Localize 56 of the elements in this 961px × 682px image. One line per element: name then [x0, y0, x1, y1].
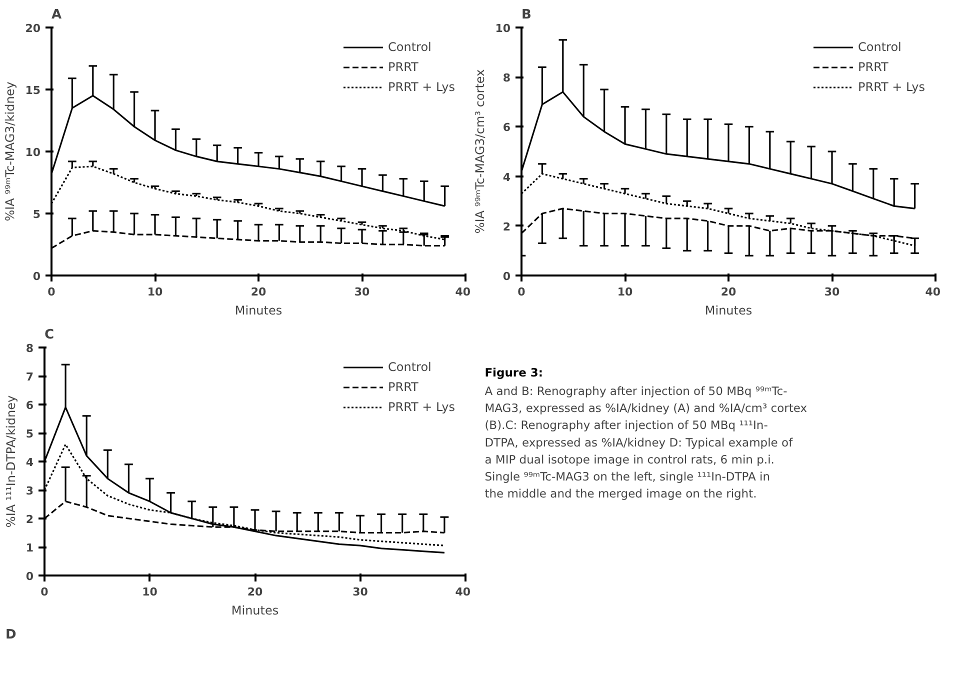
- x-tick-label: 10: [617, 286, 633, 298]
- y-tick-label: 1: [26, 542, 34, 554]
- y-tick-label: 8: [502, 72, 510, 85]
- x-tick-label: 0: [518, 286, 526, 298]
- y-tick-label: 6: [502, 121, 511, 134]
- chart-title: A: [52, 8, 62, 22]
- legend-label: PRRT + Lys: [858, 80, 925, 94]
- x-tick-label: 30: [824, 286, 840, 298]
- y-tick-label: 5: [32, 208, 40, 221]
- text: Figure 3:: [484, 366, 543, 380]
- y-tick-label: 10: [495, 22, 511, 35]
- legend-label: PRRT: [388, 380, 418, 394]
- y-tick-label: 5: [26, 428, 34, 440]
- legend-label: PRRT: [858, 60, 888, 74]
- y-tick-label: 2: [502, 220, 510, 234]
- y-axis-title: %IA ⁹⁹ᵐTc-MAG3/kidney: [3, 82, 18, 222]
- y-tick-label: 15: [25, 84, 41, 97]
- y-tick-label: 6: [26, 399, 34, 412]
- y-tick-label: 0: [502, 270, 511, 283]
- x-tick-label: 10: [142, 586, 158, 598]
- y-tick-label: 8: [26, 342, 34, 355]
- x-tick-label: 40: [455, 286, 471, 298]
- x-axis-title: Minutes: [234, 304, 282, 318]
- y-tick-label: 7: [26, 370, 34, 384]
- y-axis-title: %IA ⁹⁹ᵐTc-MAG3/cm³ cortex: [473, 69, 488, 234]
- x-tick-label: 20: [247, 586, 263, 598]
- y-tick-label: 3: [26, 484, 34, 498]
- legend-label: PRRT: [388, 60, 418, 74]
- legend-label: Control: [388, 360, 432, 374]
- y-tick-label: 0: [32, 270, 41, 283]
- x-tick-label: 20: [250, 286, 266, 298]
- text: A and B: Renography after injection of 50 MBq ⁹⁹ᵐTc-MAG3, expressed as %IA/kidney (A) and %IA/cm³ cortex (B).C: Renography after injection of 50 MBq ¹¹¹In-DTPA, expressed as %IA/kidney D: Typical example of a MIP dual isotope image in control rats, 6 min p.i. Single ⁹⁹ᵐTc-MAG3 on the left, single ¹¹¹In-DTPA in the middle and the merged image on the right.: [484, 384, 808, 501]
- x-tick-label: 0: [48, 286, 56, 298]
- y-tick-label: 0: [26, 570, 34, 583]
- x-tick-label: 10: [147, 286, 163, 298]
- legend-label: PRRT + Lys: [388, 80, 455, 94]
- y-axis-title: %IA ¹¹¹In-DTPA/kidney: [4, 395, 18, 528]
- legend-label: PRRT + Lys: [388, 400, 455, 414]
- chart-title: B: [522, 8, 532, 22]
- x-tick-label: 40: [455, 586, 471, 598]
- x-tick-label: 30: [354, 286, 370, 298]
- y-tick-label: 10: [25, 146, 41, 159]
- x-tick-label: 40: [925, 286, 941, 298]
- legend-label: Control: [858, 40, 902, 54]
- y-tick-label: 4: [26, 456, 34, 469]
- chart-title: C: [44, 328, 54, 342]
- x-tick-label: 30: [352, 586, 368, 598]
- text: D: [6, 628, 16, 642]
- x-tick-label: 20: [720, 286, 736, 298]
- y-tick-label: 4: [502, 170, 511, 184]
- x-axis-title: Minutes: [704, 304, 752, 318]
- x-axis-title: Minutes: [231, 604, 279, 618]
- x-tick-label: 0: [40, 586, 49, 598]
- y-tick-label: 2: [26, 513, 34, 526]
- y-tick-label: 20: [25, 22, 41, 35]
- legend-label: Control: [388, 40, 432, 54]
